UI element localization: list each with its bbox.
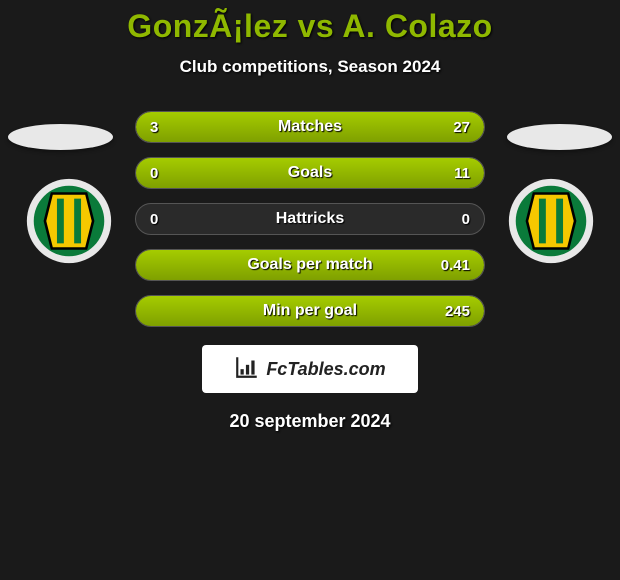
stat-value-right: 0 [462, 211, 470, 228]
player-slot-right [507, 124, 612, 150]
stat-value-right: 0.41 [441, 257, 470, 274]
stat-row: Goals per match 0.41 [135, 249, 485, 281]
stat-value-right: 245 [445, 303, 470, 320]
stats-list: 3 Matches 27 0 Goals 11 0 Hattricks 0 Go… [135, 111, 485, 327]
comparison-card: GonzÃ¡lez vs A. Colazo Club competitions… [0, 0, 620, 432]
site-logo[interactable]: FcTables.com [202, 345, 418, 393]
stat-label: Hattricks [136, 210, 484, 228]
stat-label: Goals [136, 164, 484, 182]
stat-row: Min per goal 245 [135, 295, 485, 327]
stat-label: Min per goal [136, 302, 484, 320]
stat-value-right: 27 [453, 119, 470, 136]
chart-icon [234, 354, 260, 385]
player-slot-left [8, 124, 113, 150]
stat-label: Goals per match [136, 256, 484, 274]
stat-value-right: 11 [454, 165, 470, 182]
stat-row: 3 Matches 27 [135, 111, 485, 143]
page-title: GonzÃ¡lez vs A. Colazo [0, 8, 620, 45]
club-badge-right [508, 178, 594, 264]
stat-row: 0 Goals 11 [135, 157, 485, 189]
logo-text: FcTables.com [266, 359, 385, 380]
stat-label: Matches [136, 118, 484, 136]
club-badge-left [26, 178, 112, 264]
subtitle: Club competitions, Season 2024 [0, 57, 620, 77]
date-label: 20 september 2024 [0, 411, 620, 432]
stat-row: 0 Hattricks 0 [135, 203, 485, 235]
